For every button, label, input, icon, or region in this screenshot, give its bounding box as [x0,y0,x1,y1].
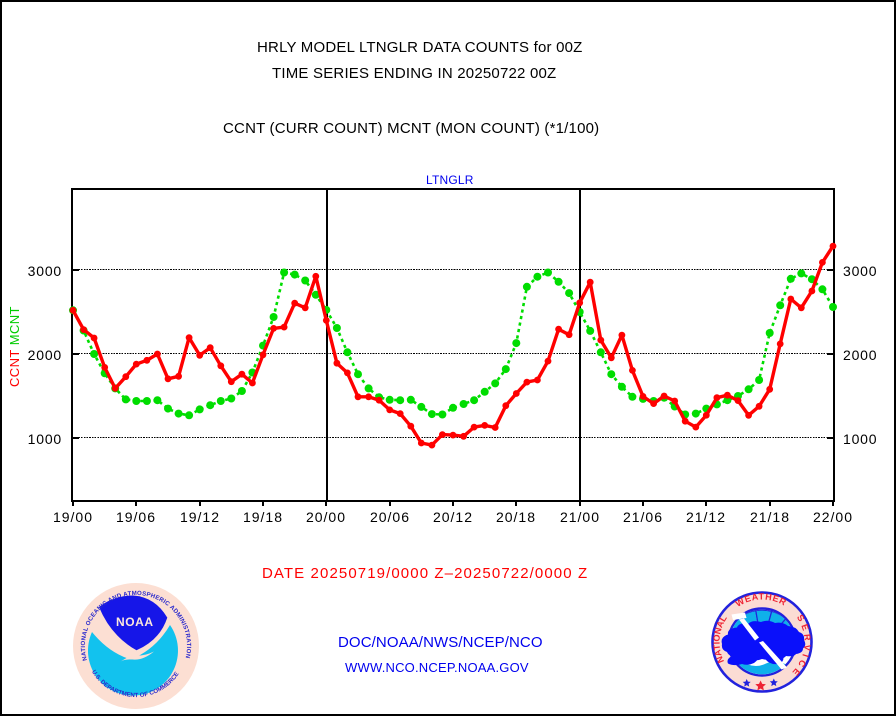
svg-text:NOAA: NOAA [116,615,153,629]
